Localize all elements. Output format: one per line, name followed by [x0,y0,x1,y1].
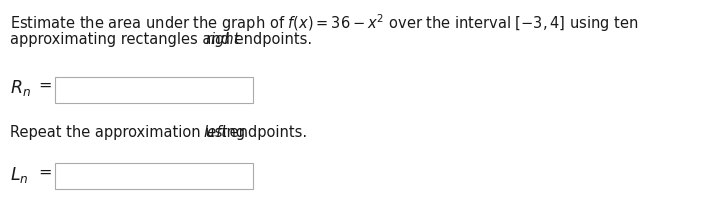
Bar [55,163,253,189]
Text: endpoints.: endpoints. [225,125,307,140]
Text: Repeat the approximation using: Repeat the approximation using [10,125,250,140]
Text: $R_n$: $R_n$ [10,78,31,98]
Text: endpoints.: endpoints. [230,32,312,47]
Text: approximating rectangles and: approximating rectangles and [10,32,235,47]
Text: =: = [38,78,52,93]
Text: left: left [203,125,227,140]
Text: =: = [38,165,52,180]
Bar [55,77,253,103]
Text: Estimate the area under the graph of $f(x) = 36 - x^2$ over the interval $[-3, 4: Estimate the area under the graph of $f(… [10,12,638,34]
Text: right: right [205,32,239,47]
Text: $L_n$: $L_n$ [10,165,29,185]
